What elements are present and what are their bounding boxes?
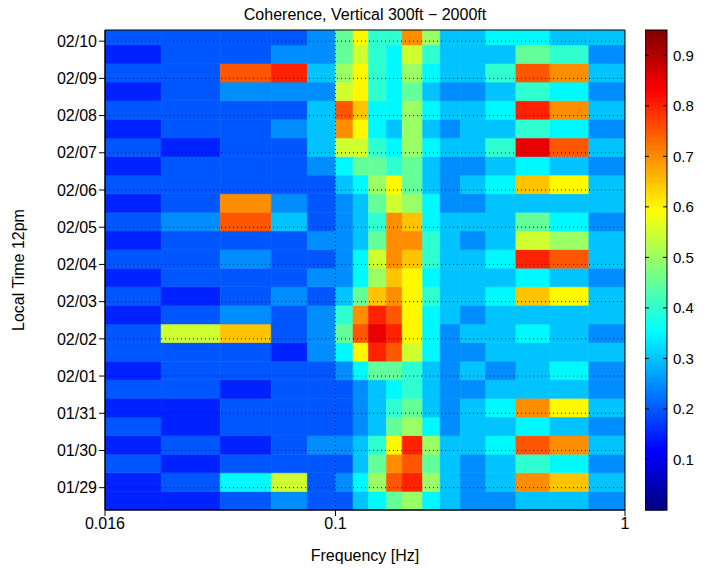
svg-text:Local Time 12pm: Local Time 12pm <box>10 209 27 331</box>
svg-text:1: 1 <box>621 515 630 532</box>
svg-text:02/02: 02/02 <box>57 331 97 348</box>
svg-text:0.6: 0.6 <box>673 198 694 215</box>
html-text:Coherence, Vertical 300ft − 20: Coherence, Vertical 300ft − 2000ft <box>243 6 487 23</box>
svg-text:0.7: 0.7 <box>673 148 694 165</box>
svg-text:01/31: 01/31 <box>57 405 97 422</box>
svg-text:01/29: 01/29 <box>57 479 97 496</box>
svg-text:0.3: 0.3 <box>673 350 694 367</box>
svg-text:0.4: 0.4 <box>673 299 694 316</box>
svg-text:02/10: 02/10 <box>57 33 97 50</box>
svg-text:Frequency [Hz]: Frequency [Hz] <box>311 547 419 564</box>
svg-text:0.2: 0.2 <box>673 400 694 417</box>
svg-text:02/04: 02/04 <box>57 256 97 273</box>
svg-text:0.8: 0.8 <box>673 97 694 114</box>
svg-text:0.1: 0.1 <box>673 451 694 468</box>
svg-text:02/03: 02/03 <box>57 293 97 310</box>
svg-text:0.016: 0.016 <box>85 515 125 532</box>
svg-text:01/30: 01/30 <box>57 442 97 459</box>
svg-text:02/06: 02/06 <box>57 182 97 199</box>
svg-text:0.5: 0.5 <box>673 249 694 266</box>
svg-text:02/09: 02/09 <box>57 70 97 87</box>
svg-text:02/01: 02/01 <box>57 368 97 385</box>
svg-text:0.9: 0.9 <box>673 47 694 64</box>
svg-text:0.1: 0.1 <box>324 515 346 532</box>
svg-text:02/07: 02/07 <box>57 144 97 161</box>
svg-text:02/05: 02/05 <box>57 219 97 236</box>
svg-text:02/08: 02/08 <box>57 107 97 124</box>
